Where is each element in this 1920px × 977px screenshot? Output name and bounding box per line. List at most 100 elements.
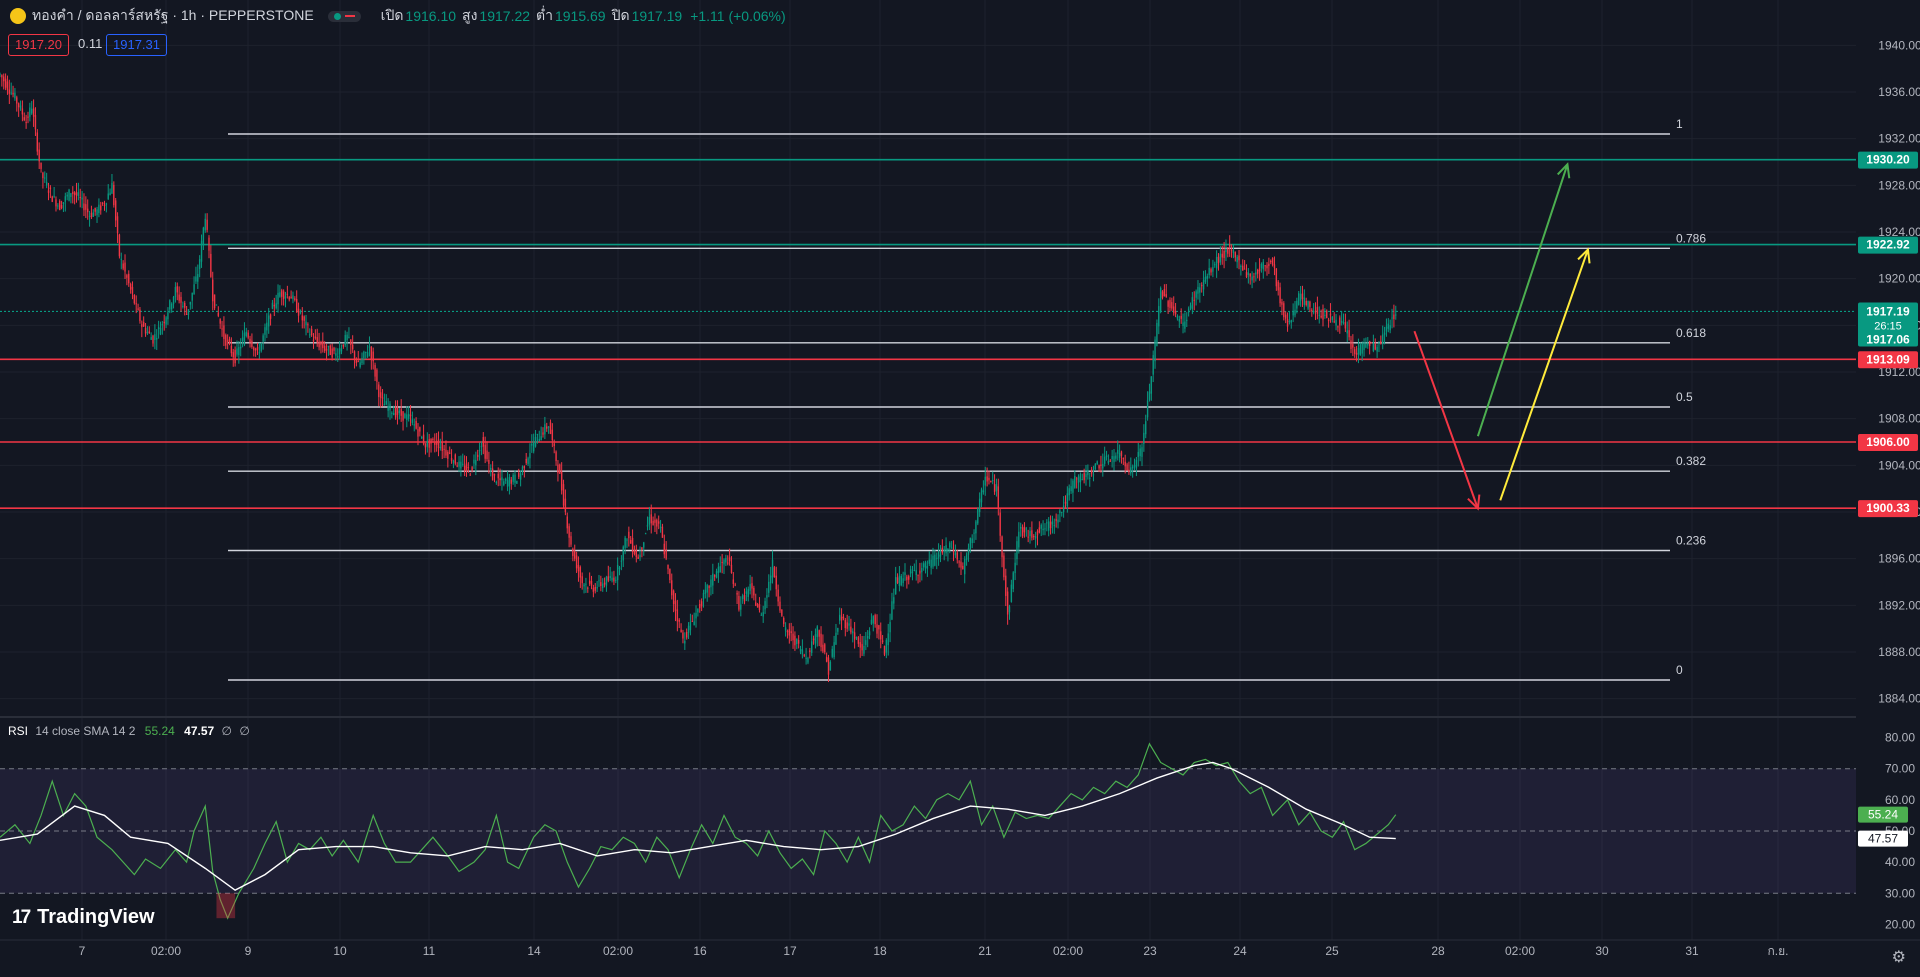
candle-body (1165, 294, 1167, 297)
symbol-title[interactable]: ทองคำ / ดอลลาร์สหรัฐ · 1h · PEPPERSTONE (32, 7, 314, 23)
candle-body (1284, 314, 1287, 319)
candle-body (924, 562, 927, 569)
tradingview-logo[interactable]: 17 TradingView (12, 906, 155, 929)
candle-body (64, 196, 67, 202)
candle-body (978, 498, 981, 513)
candle (568, 523, 570, 548)
candle (340, 344, 343, 355)
candle-body (553, 443, 555, 446)
time-tick-17: 30 (1595, 944, 1609, 958)
candle (603, 577, 606, 588)
candle (671, 573, 673, 600)
candle (704, 582, 707, 599)
rsi-value-tag-bg (1858, 806, 1908, 823)
candle (72, 186, 74, 204)
candle (740, 596, 742, 617)
candle-body (992, 480, 994, 482)
candle (947, 548, 949, 562)
candle (406, 406, 408, 428)
candle (430, 438, 432, 453)
candle (1, 74, 3, 87)
candle (941, 539, 944, 555)
candle-body (150, 337, 152, 340)
candle (277, 284, 279, 313)
candle-body (898, 575, 901, 586)
candle-body (1378, 342, 1380, 345)
candle (1290, 319, 1292, 329)
bar-countdown: 26:15 (1874, 320, 1902, 332)
candle-body (193, 284, 195, 294)
candle-body (1055, 519, 1057, 521)
candle-body (434, 442, 436, 445)
candle (1288, 311, 1291, 325)
candle (12, 85, 14, 98)
time-tick-15: 28 (1431, 944, 1445, 958)
candle (184, 300, 186, 316)
candle (969, 537, 972, 553)
candle-body (755, 602, 757, 606)
candle (839, 607, 841, 625)
candle (1068, 484, 1070, 501)
candle-body (333, 347, 335, 351)
rsi-tick-20.00: 20.00 (1885, 917, 1915, 931)
candle-body (1202, 280, 1205, 290)
candle-body (1006, 591, 1009, 615)
candle (288, 295, 290, 302)
candle-body (1135, 460, 1138, 469)
settings-gear-icon[interactable]: ⚙ (1891, 949, 1906, 966)
rsi-value: 55.24 (144, 724, 175, 738)
candle-body (1326, 310, 1328, 319)
candle (637, 554, 639, 560)
candle-body (1158, 306, 1160, 327)
candle-body (187, 309, 190, 315)
candle-body (801, 649, 804, 655)
candle-body (215, 304, 218, 306)
candle (859, 633, 861, 658)
time-tick-10: 21 (978, 944, 992, 958)
candle (254, 347, 257, 357)
candle (57, 203, 59, 210)
candle-body (1344, 322, 1347, 329)
rsi-tick-80.00: 80.00 (1885, 731, 1915, 745)
candle (1006, 587, 1009, 625)
candle (16, 95, 18, 112)
candle (1389, 319, 1391, 334)
sell-price-button[interactable]: 1917.20 (8, 34, 69, 56)
rsi-legend[interactable]: RSI 14 close SMA 14 2 55.24 47.57 ∅ ∅ (8, 724, 250, 738)
candle (21, 100, 24, 122)
candle-body (460, 461, 462, 469)
candle-body (1059, 510, 1061, 514)
candle (1154, 336, 1156, 369)
candle (781, 609, 783, 617)
candle (1329, 303, 1332, 323)
candle-body (745, 591, 748, 594)
candle-body (644, 533, 647, 535)
candle-body (833, 642, 835, 658)
candle (1230, 244, 1233, 258)
candle-body (781, 609, 783, 616)
indicator-toggle-icon (344, 15, 355, 17)
candle (1221, 245, 1223, 265)
candle-body (331, 348, 333, 358)
buy-price-button[interactable]: 1917.31 (106, 34, 167, 56)
candle (945, 537, 947, 557)
level-tag-1922.92: 1922.92 (1866, 238, 1910, 252)
candle-body (546, 426, 548, 429)
candle-body (404, 413, 406, 419)
candle-body (47, 190, 50, 193)
fib-label-1: 1 (1676, 117, 1683, 131)
candle-body (521, 466, 524, 472)
candle (949, 541, 951, 554)
candle-body (45, 182, 48, 186)
candle-body (947, 548, 949, 552)
candle (768, 574, 770, 598)
market-status-badge[interactable] (327, 10, 361, 22)
candle (874, 613, 876, 628)
candle-body (993, 484, 996, 492)
candle (769, 566, 772, 591)
candle (342, 344, 345, 349)
candle-body (314, 336, 317, 339)
candle (1064, 495, 1067, 509)
candle (1033, 534, 1035, 540)
